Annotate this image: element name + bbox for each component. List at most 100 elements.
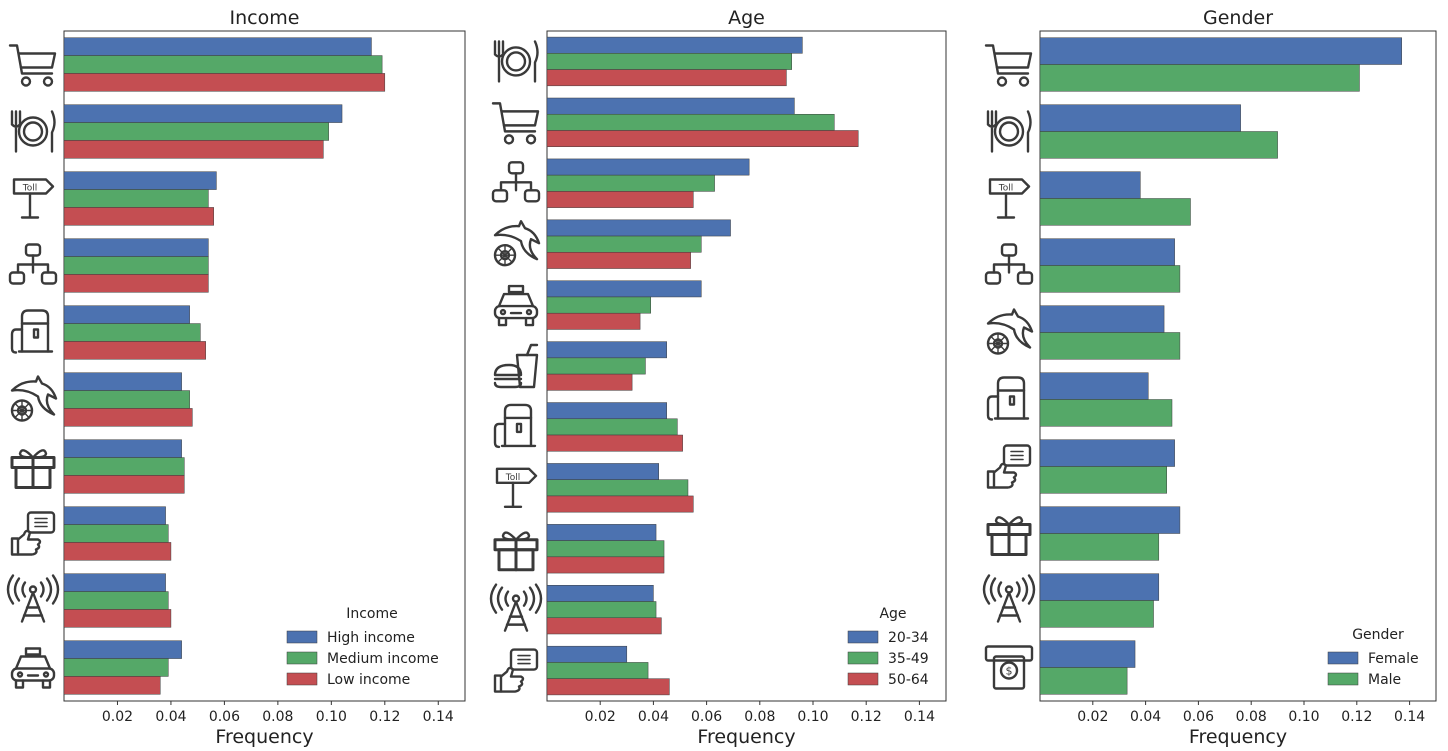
bar-male-cart-icon [1039,64,1360,92]
bar-35-49-antenna-icon [546,601,657,619]
thumbs-up-card-icon [986,444,1032,489]
bar-low-income-network-icon [63,274,209,293]
bar-high-income-thumbs-up-card-icon [63,506,166,525]
bar-20-34-fuel-pump-icon [546,402,667,420]
legend-label: 35-49 [888,651,929,667]
bar-medium-income-antenna-icon [63,591,169,610]
x-tick-label: 0.02 [102,709,133,725]
bar-35-49-fast-food-icon [546,357,646,375]
bar-medium-income-shark-wheel-icon [63,390,190,409]
x-tick-label: 0.04 [638,709,669,725]
bar-20-34-network-icon [546,158,750,176]
bar-medium-income-thumbs-up-card-icon [63,524,169,543]
bar-medium-income-toll-sign-icon [63,189,209,208]
legend-swatch [847,630,879,644]
legend-label: Female [1368,651,1419,667]
bar-male-network-icon [1039,265,1181,293]
chart-title: Income [230,7,300,29]
plot-frame [1039,30,1437,702]
bar-low-income-thumbs-up-card-icon [63,542,172,561]
shark-wheel-icon [10,375,58,422]
toll-sign-icon [12,178,55,219]
network-icon [491,161,541,203]
bar-female-shark-wheel-icon [1039,305,1165,333]
legend-swatch [1327,651,1359,665]
legend-title: Gender [1352,627,1404,643]
bar-high-income-fuel-pump-icon [63,305,190,324]
legend: Gender Female Male [1327,627,1419,688]
legend-label: Male [1368,672,1401,688]
bar-high-income-gift-icon [63,439,182,458]
bar-50-64-shark-wheel-icon [546,252,691,269]
x-tick-label: 0.08 [1236,709,1267,725]
bar-20-34-taxi-icon [546,280,702,298]
bar-low-income-plate-icon [63,140,324,159]
bar-50-64-toll-sign-icon [546,495,694,513]
shark-wheel-icon [986,308,1034,355]
bar-male-plate-icon [1039,131,1278,159]
bar-50-64-taxi-icon [546,312,641,330]
bar-female-plate-icon [1039,104,1241,132]
bar-high-income-plate-icon [63,104,343,123]
bar-female-cart-icon [1039,37,1402,65]
legend-label: Medium income [327,651,439,667]
x-tick-label: 0.02 [585,709,616,725]
x-tick-label: 0.14 [423,709,454,725]
fuel-pump-icon [10,309,54,354]
bar-50-64-network-icon [546,191,694,208]
chart-panel-3: Gender 0.02 0.04 0.06 0.08 0.10 0.12 0.14 Freque… [982,7,1437,748]
cart-icon [491,102,540,145]
legend-swatch [847,672,879,686]
bar-high-income-cart-icon [63,37,372,56]
bar-low-income-shark-wheel-icon [63,408,193,427]
x-tick-label: 0.14 [904,709,935,725]
x-tick-label: 0.10 [316,709,347,725]
thumbs-up-card-icon [493,648,539,693]
bar-male-antenna-icon [1039,600,1154,628]
fuel-pump-icon [493,403,537,449]
legend-label: Low income [327,672,410,688]
x-tick-label: 0.12 [851,709,882,725]
bar-35-49-shark-wheel-icon [546,235,702,253]
bar-male-gift-icon [1039,533,1160,561]
cart-icon [8,44,57,87]
bar-male-atm-icon [1039,667,1128,695]
bar-male-toll-sign-icon [1039,198,1191,226]
legend-label: High income [327,630,415,646]
bar-low-income-gift-icon [63,475,185,494]
bar-35-49-gift-icon [546,540,665,558]
chart-panel-1: Income 0.02 0.04 0.06 0.08 0.10 0.12 0.14 Freque… [6,7,466,748]
bar-female-thumbs-up-card-icon [1039,439,1175,467]
legend-title: Income [346,606,398,622]
bar-female-gift-icon [1039,506,1181,534]
bar-35-49-cart-icon [546,113,835,131]
chart-title: Age [728,7,765,29]
legend: Income High income Medium income Low income [286,606,439,688]
legend-label: 20-34 [888,630,929,646]
bar-male-thumbs-up-card-icon [1039,466,1167,494]
bar-20-34-cart-icon [546,97,795,115]
bar-50-64-fast-food-icon [546,373,633,391]
x-tick-label: 0.08 [744,709,775,725]
legend-swatch [1327,672,1359,686]
x-axis-label: Frequency [697,726,795,747]
bar-male-fuel-pump-icon [1039,399,1173,427]
bar-low-income-taxi-icon [63,676,161,695]
bar-female-antenna-icon [1039,573,1160,601]
bar-20-34-fast-food-icon [546,341,667,359]
chart-title: Gender [1203,7,1273,29]
fast-food-icon [493,343,539,389]
bar-female-atm-icon [1039,640,1136,668]
plate-icon [10,110,56,153]
gift-icon [986,515,1032,556]
bar-medium-income-plate-icon [63,122,329,141]
bar-50-64-plate-icon [546,69,787,87]
toll-sign-icon [988,178,1031,219]
charts-layer: Income 0.02 0.04 0.06 0.08 0.10 0.12 0.14 Freque… [6,7,1437,748]
thumbs-up-card-icon [10,511,56,556]
legend-swatch [286,672,318,686]
legend-title: Age [879,606,906,622]
chart-panel-2: Age 0.02 0.04 0.06 0.08 0.10 0.12 0.14 Frequency… [489,7,947,748]
